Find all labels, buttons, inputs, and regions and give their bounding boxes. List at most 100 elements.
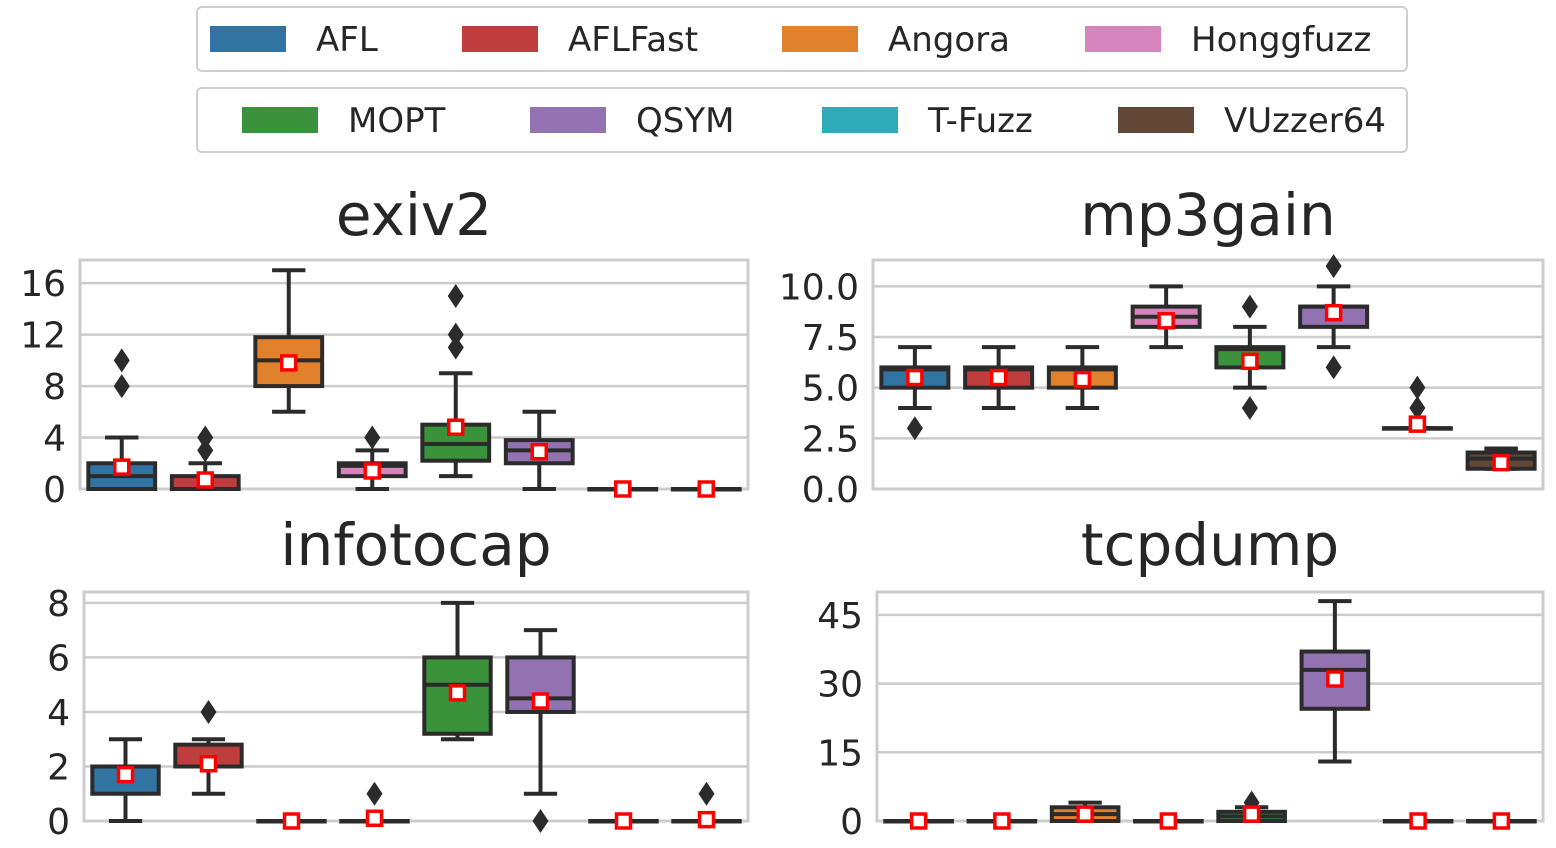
- legend-label-afl: AFL: [316, 20, 378, 60]
- y-tick-label: 7.5: [802, 318, 859, 359]
- mean-marker: [531, 692, 550, 710]
- mean-marker: [614, 812, 633, 830]
- y-tick-label: 45: [817, 596, 863, 637]
- legend-frame: [196, 87, 1408, 153]
- outlier-marker: [366, 781, 383, 806]
- y-tick-label: 10.0: [779, 267, 859, 308]
- box-honggfuzz: [1133, 812, 1204, 830]
- mean-marker: [1241, 352, 1259, 371]
- box-angora: [256, 812, 327, 830]
- box-mopt: [422, 600, 493, 742]
- outlier-marker: [532, 809, 549, 833]
- outlier-marker: [1325, 254, 1342, 279]
- box-t-fuzz: [587, 480, 659, 498]
- y-tick-label: 4: [43, 419, 66, 460]
- box-angora: [1049, 800, 1121, 824]
- mean-marker: [448, 684, 467, 702]
- box-body: [422, 655, 493, 736]
- box-mopt: [1214, 294, 1286, 420]
- box-vuzzer64: [1466, 812, 1537, 830]
- mean-marker: [909, 812, 928, 830]
- outlier-marker: [447, 335, 464, 360]
- outlier-marker: [447, 284, 464, 309]
- mean-marker: [1076, 805, 1094, 823]
- box-qsym: [1298, 254, 1370, 380]
- plot-frame: [875, 590, 1545, 823]
- y-tick-label: 15: [817, 733, 863, 774]
- legend-label-honggfuzz: Honggfuzz: [1191, 20, 1371, 60]
- box-aflfast: [173, 699, 244, 796]
- box-qsym: [1299, 599, 1371, 764]
- outlier-marker: [1241, 294, 1258, 319]
- box-afl: [90, 737, 161, 823]
- box-angora: [253, 268, 325, 414]
- outlier-marker: [364, 425, 381, 450]
- legend-swatch-vuzzer64: [1118, 107, 1194, 133]
- panel-title: infotocap: [280, 511, 551, 579]
- legend-label-aflfast: AFLFast: [568, 20, 698, 60]
- panel-tcpdump: tcpdump 0 15 30 45: [817, 511, 1545, 843]
- y-tick-label: 2.5: [802, 419, 859, 460]
- box-honggfuzz: [1130, 284, 1202, 350]
- y-tick-label: 5.0: [802, 369, 859, 410]
- box-qsym: [505, 628, 576, 833]
- legend-label-t-fuzz: T-Fuzz: [927, 101, 1033, 141]
- outlier-marker: [197, 438, 214, 463]
- legend-label-vuzzer64: VUzzer64: [1224, 101, 1386, 141]
- outlier-marker: [113, 374, 130, 399]
- mean-marker: [282, 812, 301, 830]
- box-mopt: [1216, 790, 1287, 824]
- legend-swatch-afl: [210, 26, 286, 52]
- box-afl: [883, 812, 954, 830]
- legend: AFL AFLFast Angora Honggfuzz MOPT QSYM T-Fuzz V…: [196, 6, 1408, 153]
- outlier-marker: [1409, 395, 1426, 420]
- y-tick-label: 16: [20, 264, 66, 305]
- mean-marker: [1242, 805, 1261, 823]
- legend-swatch-mopt: [242, 107, 318, 133]
- mean-marker: [1408, 415, 1427, 433]
- legend-swatch-aflfast: [462, 26, 538, 52]
- mean-marker: [1073, 370, 1092, 389]
- box-vuzzer64: [1465, 446, 1537, 472]
- mean-marker: [530, 442, 548, 461]
- legend-swatch-qsym: [530, 107, 606, 133]
- y-tick-label: 6: [47, 638, 70, 679]
- mean-marker: [447, 418, 465, 436]
- box-qsym: [503, 409, 575, 491]
- y-tick-label: 0: [47, 802, 70, 843]
- box-t-fuzz: [1381, 375, 1453, 433]
- box-afl: [879, 345, 951, 441]
- outlier-marker: [1241, 395, 1258, 420]
- plot-frame: [871, 258, 1545, 491]
- mean-marker: [280, 354, 298, 372]
- mean-marker: [989, 368, 1008, 387]
- panel-title: tcpdump: [1081, 511, 1339, 579]
- box-t-fuzz: [1382, 812, 1454, 830]
- legend-label-mopt: MOPT: [348, 101, 446, 141]
- mean-marker: [614, 480, 632, 498]
- legend-swatch-angora: [782, 26, 858, 52]
- mean-marker: [363, 462, 381, 480]
- y-tick-label: 12: [20, 316, 66, 357]
- y-tick-label: 0: [43, 470, 66, 511]
- panel-title: mp3gain: [1080, 181, 1335, 249]
- y-tick-label: 8: [43, 367, 66, 408]
- outlier-marker: [200, 699, 217, 724]
- y-tick-label: 4: [47, 693, 70, 734]
- mean-marker: [199, 755, 218, 773]
- outlier-marker: [113, 348, 130, 373]
- plot-frame: [82, 590, 750, 823]
- box-aflfast: [966, 812, 1038, 830]
- outlier-marker: [906, 416, 923, 441]
- mean-marker: [906, 368, 924, 387]
- box-mopt: [420, 284, 492, 479]
- y-tick-label: 0.0: [802, 470, 859, 511]
- y-tick-label: 0: [840, 802, 863, 843]
- box-vuzzer64: [671, 781, 742, 829]
- box-t-fuzz: [588, 812, 659, 830]
- legend-swatch-t-fuzz: [822, 107, 898, 133]
- outlier-marker: [197, 425, 214, 450]
- y-tick-label: 8: [47, 584, 70, 625]
- mean-marker: [116, 765, 135, 784]
